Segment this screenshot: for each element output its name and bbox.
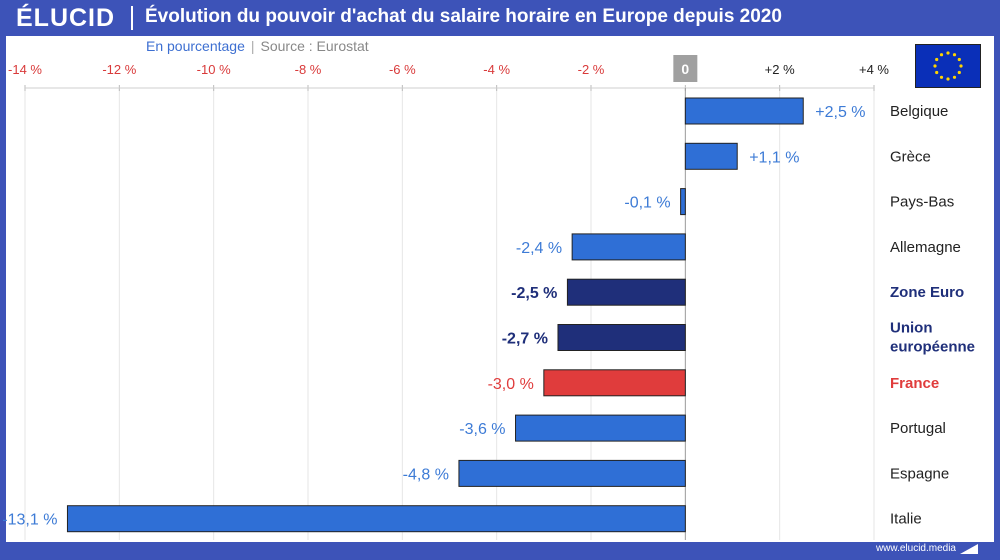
category-label: Union xyxy=(890,320,933,337)
unit-label: En pourcentage xyxy=(146,38,245,54)
data-label: -2,5 % xyxy=(511,285,557,302)
category-label: France xyxy=(890,375,939,392)
chart-panel: En pourcentage | Source : Eurostat xyxy=(6,36,994,542)
eu-flag-icon xyxy=(915,44,981,88)
chart-title: Évolution du pouvoir d'achat du salaire … xyxy=(145,6,782,27)
source-label: Source : Eurostat xyxy=(260,38,369,54)
bar xyxy=(680,188,686,216)
tick-label: -4 % xyxy=(483,62,510,77)
footer-url[interactable]: www.elucid.media xyxy=(875,543,956,554)
category-label: Pays-Bas xyxy=(890,194,954,211)
bar xyxy=(684,97,804,125)
data-label: -3,6 % xyxy=(459,421,505,438)
bar xyxy=(571,233,686,261)
zero-tick-badge xyxy=(673,55,698,82)
category-label: Allemagne xyxy=(890,239,961,256)
data-label: -3,0 % xyxy=(488,376,534,393)
data-label: +1,1 % xyxy=(749,149,799,166)
tick-label: -6 % xyxy=(389,62,416,77)
bar xyxy=(684,142,738,170)
subtitle-separator: | xyxy=(250,38,255,54)
bar xyxy=(66,505,686,533)
data-label: -2,7 % xyxy=(502,331,548,348)
tick-label: +2 % xyxy=(765,62,795,77)
elucid-mark-icon xyxy=(960,544,978,554)
category-label: Portugal xyxy=(890,420,946,437)
header-divider xyxy=(131,6,133,30)
tick-label: +4 % xyxy=(859,62,889,77)
header-bar: ÉLUCID Évolution du pouvoir d'achat du s… xyxy=(0,0,1000,36)
data-label: +2,5 % xyxy=(815,104,865,121)
tick-label: -8 % xyxy=(295,62,322,77)
tick-label: -2 % xyxy=(578,62,605,77)
bar xyxy=(515,414,686,442)
bar xyxy=(458,459,686,487)
category-label: Grèce xyxy=(890,148,931,165)
category-label: européenne xyxy=(890,339,975,356)
tick-label: 0 xyxy=(681,61,689,77)
elucid-logo[interactable]: ÉLUCID xyxy=(16,4,116,32)
chart-subtitle: En pourcentage | Source : Eurostat xyxy=(146,38,369,54)
data-label: -0,1 % xyxy=(624,195,670,212)
category-label: Italie xyxy=(890,511,922,528)
tick-label: -12 % xyxy=(102,62,136,77)
data-label: -2,4 % xyxy=(516,240,562,257)
tick-label: -14 % xyxy=(8,62,42,77)
category-label: Belgique xyxy=(890,103,948,120)
bar xyxy=(557,324,686,351)
tick-label: -10 % xyxy=(197,62,231,77)
data-label: -13,1 % xyxy=(2,512,57,529)
bar xyxy=(566,278,686,306)
category-label: Zone Euro xyxy=(890,284,964,301)
category-label: Espagne xyxy=(890,465,949,482)
data-label: -4,8 % xyxy=(403,466,449,483)
bar xyxy=(543,369,686,397)
